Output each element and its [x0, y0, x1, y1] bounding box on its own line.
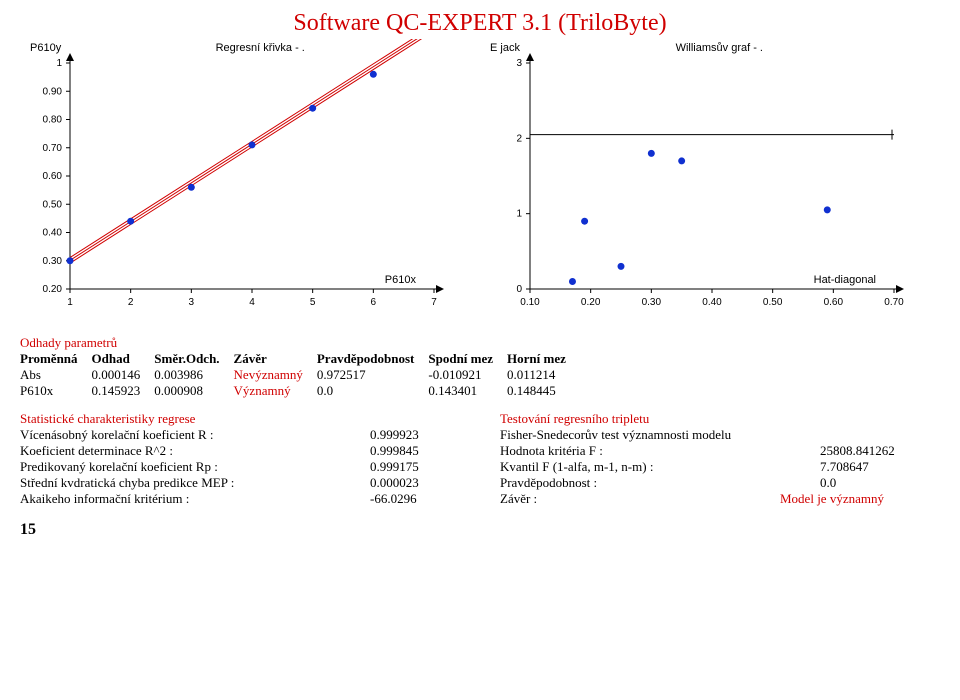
table-cell: -0.010921 — [428, 367, 507, 383]
odhady-table: ProměnnáOdhadSměr.Odch.ZávěrPravděpodobn… — [20, 351, 580, 399]
svg-text:0.70: 0.70 — [884, 297, 904, 308]
svg-text:0.20: 0.20 — [43, 284, 63, 295]
stat-label: Vícenásobný korelační koeficient R : — [20, 427, 370, 443]
stat-label: Pravděpodobnost : — [500, 475, 820, 491]
svg-text:Hat-diagonal: Hat-diagonal — [814, 274, 876, 286]
table-cell: 0.0 — [317, 383, 429, 399]
list-item: Koeficient determinace R^2 :0.999845 — [20, 443, 460, 459]
svg-text:2: 2 — [128, 297, 134, 308]
stat-value: 0.999175 — [370, 459, 460, 475]
svg-text:0.50: 0.50 — [43, 199, 63, 210]
table-cell: 0.148445 — [507, 383, 580, 399]
chart-regression: 1 2 3 4 5 6 7 0.20 0.30 0.40 0.50 0.60 0.70 0.80 0.90 1… — [20, 39, 450, 319]
table-cell: 0.143401 — [428, 383, 507, 399]
svg-text:Regresní křivka - .: Regresní křivka - . — [216, 42, 305, 54]
tests-title: Testování regresního tripletu — [500, 411, 940, 427]
table-row: Abs0.0001460.003986Nevýznamný0.972517-0.… — [20, 367, 580, 383]
list-item: Pravděpodobnost :0.0 — [500, 475, 940, 491]
list-item: Kvantil F (1-alfa, m-1, n-m) :7.708647 — [500, 459, 940, 475]
slide-number: 15 — [20, 521, 940, 539]
stat-value: -66.0296 — [370, 491, 460, 507]
list-item: Predikovaný korelační koeficient Rp :0.9… — [20, 459, 460, 475]
svg-text:5: 5 — [310, 297, 316, 308]
svg-text:0.10: 0.10 — [520, 297, 540, 308]
stat-value: 0.999845 — [370, 443, 460, 459]
page-title: Software QC-EXPERT 3.1 (TriloByte) — [20, 10, 940, 37]
charts-area: 1 2 3 4 5 6 7 0.20 0.30 0.40 0.50 0.60 0.70 0.80 0.90 1… — [20, 39, 940, 319]
svg-text:7: 7 — [431, 297, 437, 308]
table-header: Odhad — [92, 351, 155, 367]
stat-label: Akaikeho informační kritérium : — [20, 491, 370, 507]
stat-value: 0.999923 — [370, 427, 460, 443]
stat-value: 0.000023 — [370, 475, 460, 491]
table-header: Pravděpodobnost — [317, 351, 429, 367]
svg-text:0.30: 0.30 — [43, 256, 63, 267]
stat-label: Střední kvdratická chyba predikce MEP : — [20, 475, 370, 491]
zaver-value: Model je významný — [780, 491, 940, 507]
svg-text:6: 6 — [371, 297, 377, 308]
stat-label: Fisher-Snedecorův test významnosti model… — [500, 427, 820, 443]
tests-col: Testování regresního tripletu Fisher-Sne… — [500, 411, 940, 507]
table-cell: 0.003986 — [154, 367, 233, 383]
stat-label: Predikovaný korelační koeficient Rp : — [20, 459, 370, 475]
svg-text:P610y: P610y — [30, 42, 62, 54]
svg-text:4: 4 — [249, 297, 255, 308]
svg-text:0.50: 0.50 — [763, 297, 783, 308]
table-header: Závěr — [234, 351, 317, 367]
stat-value: 0.0 — [820, 475, 940, 491]
table-cell: 0.145923 — [92, 383, 155, 399]
table-cell: 0.011214 — [507, 367, 580, 383]
list-item: Akaikeho informační kritérium :-66.0296 — [20, 491, 460, 507]
list-item: Fisher-Snedecorův test významnosti model… — [500, 427, 940, 443]
svg-text:0.40: 0.40 — [43, 228, 63, 239]
table-cell: Významný — [234, 383, 317, 399]
zaver-row: Závěr : Model je významný — [500, 491, 940, 507]
svg-text:1: 1 — [516, 209, 522, 220]
svg-text:3: 3 — [189, 297, 195, 308]
list-item: Střední kvdratická chyba predikce MEP :0… — [20, 475, 460, 491]
stats-col: Statistické charakteristiky regrese Více… — [20, 411, 460, 507]
stat-label: Hodnota kritéria F : — [500, 443, 820, 459]
svg-text:0.80: 0.80 — [43, 115, 63, 126]
stat-value: 7.708647 — [820, 459, 940, 475]
table-cell: Nevýznamný — [234, 367, 317, 383]
svg-text:0.40: 0.40 — [702, 297, 722, 308]
svg-text:E jack: E jack — [490, 42, 520, 54]
svg-text:1: 1 — [67, 297, 73, 308]
svg-text:Williamsův graf - .: Williamsův graf - . — [676, 42, 763, 54]
table-header: Horní mez — [507, 351, 580, 367]
odhady-title: Odhady parametrů — [20, 335, 940, 351]
svg-text:1: 1 — [56, 58, 62, 69]
svg-text:0: 0 — [516, 284, 522, 295]
chart-williams: 0.10 0.20 0.30 0.40 0.50 0.60 0.70 0 1 2 3 E jack Ha… — [480, 39, 910, 319]
list-item: Hodnota kritéria F :25808.841262 — [500, 443, 940, 459]
svg-text:0.90: 0.90 — [43, 86, 63, 97]
table-cell: 0.000908 — [154, 383, 233, 399]
svg-text:0.20: 0.20 — [581, 297, 601, 308]
table-cell: Abs — [20, 367, 92, 383]
table-cell: 0.972517 — [317, 367, 429, 383]
table-cell: P610x — [20, 383, 92, 399]
svg-text:3: 3 — [516, 58, 522, 69]
stat-value — [820, 427, 940, 443]
table-header: Proměnná — [20, 351, 92, 367]
zaver-label: Závěr : — [500, 491, 780, 507]
table-row: P610x0.1459230.000908Významný0.00.143401… — [20, 383, 580, 399]
stats-title: Statistické charakteristiky regrese — [20, 411, 460, 427]
svg-text:0.70: 0.70 — [43, 143, 63, 154]
svg-text:2: 2 — [516, 133, 522, 144]
stat-label: Koeficient determinace R^2 : — [20, 443, 370, 459]
table-header: Směr.Odch. — [154, 351, 233, 367]
svg-text:0.60: 0.60 — [824, 297, 844, 308]
stat-label: Kvantil F (1-alfa, m-1, n-m) : — [500, 459, 820, 475]
svg-text:0.60: 0.60 — [43, 171, 63, 182]
odhady-section: Odhady parametrů ProměnnáOdhadSměr.Odch.… — [20, 335, 940, 399]
table-header: Spodní mez — [428, 351, 507, 367]
list-item: Vícenásobný korelační koeficient R :0.99… — [20, 427, 460, 443]
svg-text:0.30: 0.30 — [642, 297, 662, 308]
svg-text:P610x: P610x — [385, 274, 417, 286]
table-cell: 0.000146 — [92, 367, 155, 383]
stat-value: 25808.841262 — [820, 443, 940, 459]
